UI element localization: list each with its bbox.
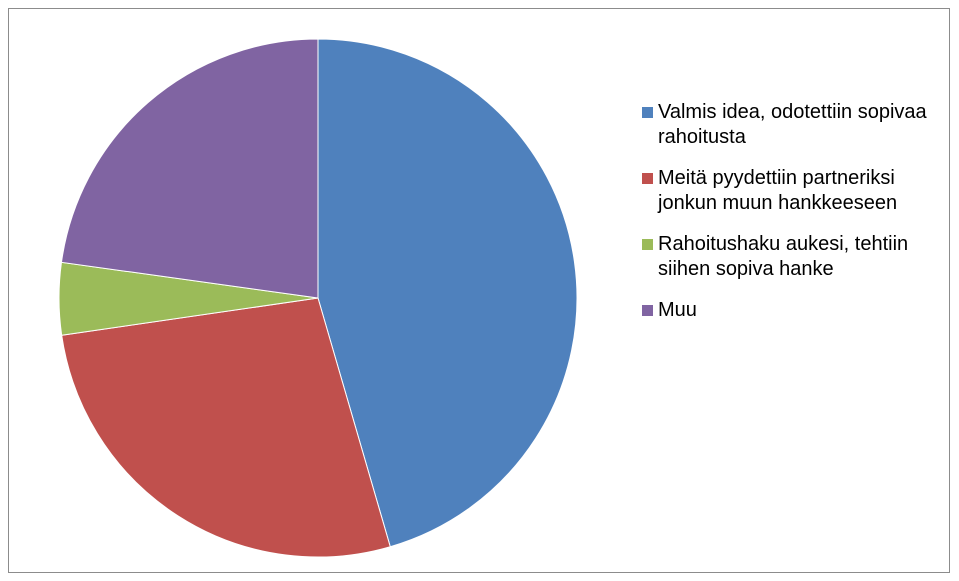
legend-entry: Valmis idea, odotettiin sopivaa rahoitus… [640,100,950,150]
legend-label: Valmis idea, odotettiin sopivaa rahoitus… [658,101,927,148]
legend-swatch [642,173,653,184]
legend-swatch [642,239,653,250]
legend-entry: Meitä pyydettiin partneriksi jonkun muun… [640,166,950,216]
legend-label: Rahoitushaku aukesi, tehtiin siihen sopi… [658,233,909,280]
pie-slice [317,38,578,548]
legend-entry: Muu [640,298,950,323]
chart-frame [8,8,950,573]
legend-swatch [642,305,653,316]
legend: Valmis idea, odotettiin sopivaa rahoitus… [640,100,950,339]
legend-label: Meitä pyydettiin partneriksi jonkun muun… [658,167,898,214]
legend-label: Muu [658,299,697,321]
pie-slice [60,38,319,299]
legend-swatch [642,107,653,118]
legend-entry: Rahoitushaku aukesi, tehtiin siihen sopi… [640,232,950,282]
pie-slice [61,297,391,558]
